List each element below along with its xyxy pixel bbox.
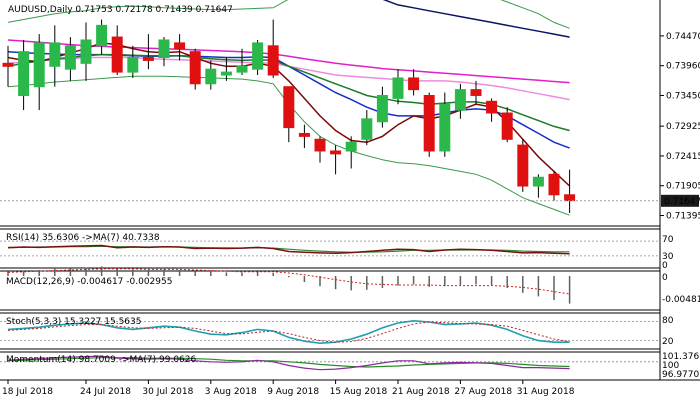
rsi-level-0: 0 — [662, 261, 668, 271]
date-tick-label: 21 Aug 2018 — [392, 387, 450, 397]
candle-bullish — [376, 94, 388, 123]
macd-label: MACD(12,26,9) -0.004617 -0.002955 — [6, 277, 172, 287]
price-tick-label: 0.71905 — [666, 182, 700, 192]
momentum-line — [7, 355, 570, 371]
candle-bullish — [18, 51, 30, 96]
stoch-d-line — [7, 321, 570, 343]
momentum-label: Momentum(14) 98.7009 ->MA(7) 99.0626 — [6, 355, 197, 365]
macd-signal-line — [7, 268, 570, 295]
candle-bullish — [392, 77, 404, 99]
rsi-line — [7, 244, 570, 255]
stoch-label: Stoch(5,3,3) 15.3227 15.5635 — [6, 317, 141, 327]
candle-bullish — [345, 141, 357, 152]
candle-bearish — [408, 77, 420, 91]
rsi-label: RSI(14) 35.6306 ->MA(7) 40.7338 — [6, 233, 160, 243]
price-tick-label: 0.74470 — [666, 32, 700, 42]
candle-bearish — [486, 100, 498, 114]
price-tick-label: 0.72415 — [666, 152, 700, 162]
date-tick-label: 31 Aug 2018 — [517, 387, 575, 397]
rsi-layer — [0, 240, 660, 257]
price-tick-label: 0.73960 — [666, 62, 700, 72]
momentum-tick-low: 96.9770 — [662, 370, 699, 380]
candle-bullish — [33, 42, 45, 88]
candle-bullish — [532, 176, 544, 187]
price-axis: 0.74470 0.73960 0.73450 0.72925 0.72415 0.719… — [659, 0, 700, 380]
candle-bearish — [189, 51, 201, 85]
candle-bearish — [283, 86, 295, 129]
macd-tick-zero: 0 — [662, 273, 668, 283]
date-tick-label: 3 Aug 2018 — [205, 387, 257, 397]
momentum-layer — [0, 355, 660, 371]
rsi-level-30: 30 — [662, 252, 674, 262]
candle-bearish — [423, 94, 435, 152]
date-tick-label: 27 Aug 2018 — [454, 387, 512, 397]
candle-bearish — [111, 36, 123, 73]
upper-band-line — [7, 0, 570, 29]
candle-bullish — [220, 71, 232, 76]
macd-layer — [7, 266, 571, 304]
candle-bearish — [174, 42, 186, 50]
ma-navy-line — [382, 0, 570, 38]
candle-bearish — [517, 144, 529, 187]
momentum-tick-mid: 100 — [662, 361, 679, 371]
stoch-layer — [0, 319, 660, 345]
stoch-panel: Stoch(5,3,3) 15.3227 15.5635 80 20 — [0, 312, 674, 350]
candle-bearish — [330, 150, 342, 155]
macd-tick-low: -0.004814 — [662, 295, 700, 305]
candle-bearish — [314, 138, 326, 152]
price-tick-layer: 0.74470 0.73960 0.73450 0.72925 0.72415 0.719… — [660, 32, 700, 222]
date-tick-label: 24 Jul 2018 — [80, 387, 131, 397]
last-price-tag-text: 0.71647 — [664, 197, 700, 207]
date-tick-label: 30 Jul 2018 — [142, 387, 193, 397]
price-tick-label: 0.71395 — [666, 212, 700, 222]
candle-bullish — [64, 45, 76, 70]
candle-bullish — [96, 24, 108, 47]
last-price-tag-bg — [661, 194, 699, 207]
candle-bullish — [205, 68, 217, 85]
momentum-panel: Momentum(14) 98.7009 ->MA(7) 99.0626 101… — [0, 351, 700, 381]
candle-bullish — [439, 103, 451, 152]
candle-layer — [2, 19, 576, 213]
candle-bearish — [2, 62, 14, 67]
candle-bullish — [49, 42, 61, 67]
chart-title: AUDUSD,Daily 0.71753 0.72178 0.71439 0.7… — [8, 5, 233, 15]
macd-panel: MACD(12,26,9) -0.004617 -0.002955 0 -0.0… — [0, 266, 700, 311]
date-tick-label: 18 Jul 2018 — [2, 387, 53, 397]
price-panel: AUDUSD,Daily 0.71753 0.72178 0.71439 0.7… — [0, 0, 660, 227]
candle-bearish — [298, 132, 310, 137]
candle-bearish — [501, 112, 513, 140]
candle-bullish — [454, 89, 466, 111]
candle-bearish — [267, 45, 279, 76]
candle-bullish — [158, 39, 170, 58]
date-tick-label: 15 Aug 2018 — [330, 387, 388, 397]
date-tick-label: 9 Aug 2018 — [267, 387, 319, 397]
candle-bullish — [361, 118, 373, 140]
candle-bullish — [80, 39, 92, 64]
rsi-level-70: 70 — [662, 235, 674, 245]
candle-bearish — [142, 57, 154, 61]
rsi-panel: RSI(14) 35.6306 ->MA(7) 40.7338 70 30 0 — [0, 228, 674, 271]
price-tick-label: 0.73450 — [666, 91, 700, 101]
candle-bullish — [236, 65, 248, 73]
candle-bearish — [548, 173, 560, 196]
last-price-tag: 0.71647 — [661, 194, 700, 207]
candle-bearish — [470, 89, 482, 96]
stoch-level-20: 20 — [662, 337, 674, 347]
price-tick-label: 0.72925 — [666, 122, 700, 132]
stoch-level-80: 80 — [662, 316, 674, 326]
candle-bearish — [564, 194, 576, 202]
candle-bullish — [252, 42, 264, 70]
candle-bullish — [127, 57, 139, 73]
date-axis: 18 Jul 2018 24 Jul 2018 30 Jul 2018 3 Aug 2… — [2, 380, 575, 397]
